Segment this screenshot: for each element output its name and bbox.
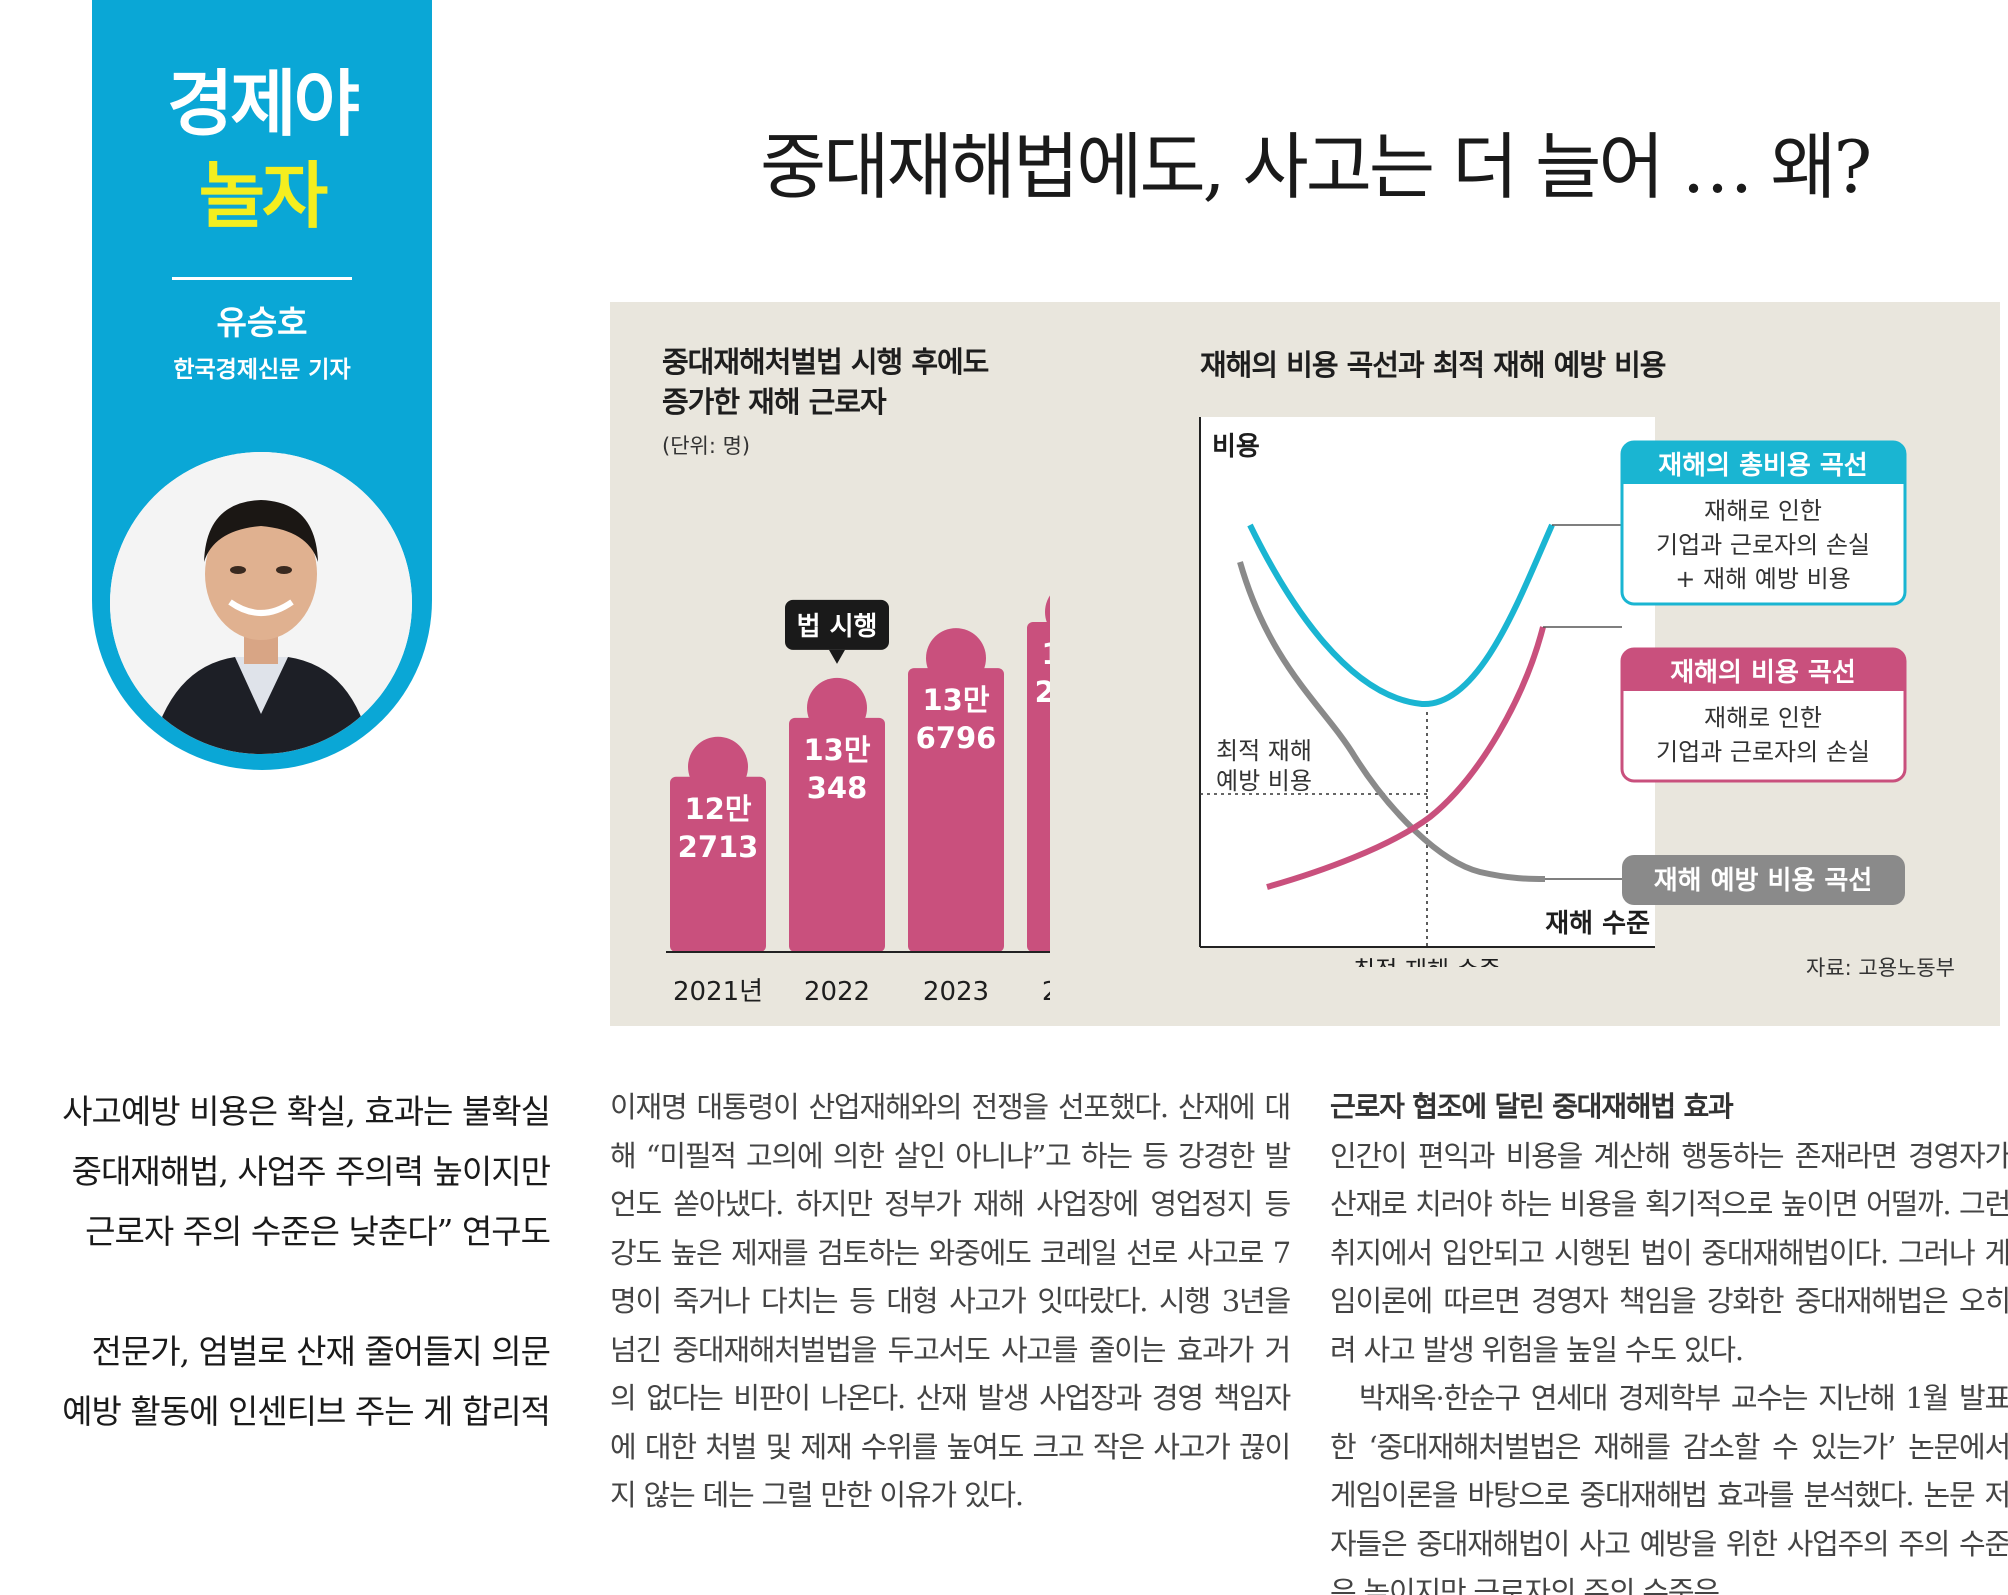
column-title-line1: 경제야 [167, 62, 360, 146]
author-portrait-illustration [110, 452, 412, 754]
deck-line-3: 근로자 주의 수준은 낮춘다” 연구도 [85, 1212, 551, 1251]
legend-prevention-title: 재해 예방 비용 곡선 [1654, 866, 1873, 896]
deck-line-5: 예방 활동에 인센티브 주는 게 합리적 [62, 1392, 551, 1431]
deck-line-1: 사고예방 비용은 확실, 효과는 불확실 [62, 1092, 551, 1131]
author-role: 한국경제신문 기자 [173, 357, 351, 383]
law-callout-pointer [829, 649, 845, 664]
legend-total-cost: 재해의 총비용 곡선 재해로 인한 기업과 근로자의 손실 + 재해 예방 비용 [1620, 440, 1907, 606]
bar-2021년 [670, 776, 766, 952]
bar-value-label-2022-0: 13만 [803, 733, 870, 767]
bar-2023 [908, 668, 1004, 952]
bar-2024 [1027, 622, 1050, 952]
bar-chart-unit: (단위: 명) [662, 434, 751, 458]
prevention-cost-curve [1237, 561, 1546, 882]
body-column-2: 근로자 협조에 달린 중대재해법 효과 인간이 편익과 비용을 계산해 행동하는… [1330, 1083, 2008, 1595]
body-subhead: 근로자 협조에 달린 중대재해법 효과 [1330, 1090, 1734, 1123]
body-paragraph-1: 인간이 편익과 비용을 계산해 행동하는 존재라면 경영자가 산재로 치러야 하… [1330, 1138, 2008, 1367]
x-tick-label-2023: 2023 [923, 977, 989, 1007]
x-tick-label-2022: 2022 [804, 977, 870, 1007]
curve-chart-title: 재해의 비용 곡선과 최적 재해 예방 비용 [1200, 348, 1666, 382]
bar-value-label-2021년-1: 2713 [678, 830, 759, 864]
column-title-line2: 놀자 [198, 154, 328, 238]
law-callout-box [785, 599, 889, 650]
accident-cost-curve [1266, 626, 1546, 890]
curve-chart: 비용 재해 수준 최적 재해 예방 비용 최적 재해 수준 재해의 총비용 곡선… [1199, 417, 1907, 967]
bar-head-2022 [807, 677, 867, 738]
bar-chart-title: 중대재해처벌법 시행 후에도 증가한 재해 근로자 [662, 342, 989, 422]
deck-line-2: 중대재해법, 사업주 주의력 높이지만 [71, 1152, 551, 1191]
bar-head-2021년 [688, 736, 748, 797]
legend-accident-desc1: 재해로 인한 [1704, 704, 1822, 732]
column-divider [172, 277, 352, 280]
optimum-cost-label-line1: 최적 재해 [1216, 737, 1312, 765]
headline: 중대재해법에도, 사고는 더 늘어 … 왜? [760, 125, 1872, 209]
bar-head-2024 [1045, 595, 1050, 629]
bar-value-label-2023-1: 6796 [916, 721, 997, 755]
optimum-cost-label-line2: 예방 비용 [1216, 767, 1312, 795]
bar-chart: 12만 2713 2021년 13만 348 2022 법 시행 13만 6796 2023 14만… [666, 595, 1050, 1007]
legend-total-desc3: + 재해 예방 비용 [1675, 565, 1850, 593]
legend-total-desc2: 기업과 근로자의 손실 [1656, 531, 1870, 559]
x-tick-label-2021년: 2021년 [673, 977, 763, 1007]
author-photo [110, 452, 412, 754]
bar-value-label-2021년-0: 12만 [684, 792, 751, 826]
legend-total-title: 재해의 총비용 곡선 [1658, 451, 1867, 481]
author-name: 유승호 [216, 303, 308, 342]
body-column-1: 이재명 대통령이 산업재해와의 전쟁을 선포했다. 산재에 대해 “미필적 고의… [610, 1090, 1291, 1512]
x-axis-label: 재해 수준 [1545, 909, 1650, 939]
plot-area [1200, 417, 1655, 947]
law-callout-text: 법 시행 [797, 612, 878, 642]
bar-value-label-2022-1: 348 [807, 771, 868, 805]
y-axis-label: 비용 [1212, 432, 1260, 462]
legend-total-desc1: 재해로 인한 [1704, 497, 1822, 525]
total-cost-curve [1247, 523, 1555, 708]
bar-chart-title-line2: 증가한 재해 근로자 [662, 385, 887, 419]
legend-accident-title: 재해의 비용 곡선 [1670, 658, 1856, 688]
optimum-level-label: 최적 재해 수준 [1353, 956, 1501, 967]
legend-prevention-cost: 재해 예방 비용 곡선 [1622, 855, 1905, 905]
bar-value-label-2024-0: 14만 [1041, 637, 1050, 671]
x-tick-label-2024: 2024 [1042, 977, 1050, 1007]
infographic-panel: 중대재해처벌법 시행 후에도 증가한 재해 근로자 (단위: 명) 12만 271… [610, 302, 2000, 1026]
bar-value-label-2023-0: 13만 [922, 683, 989, 717]
bar-value-label-2024-1: 2771 [1035, 675, 1050, 709]
bar-chart-title-line1: 중대재해처벌법 시행 후에도 [662, 345, 989, 379]
body-paragraph-2: 박재옥·한순구 연세대 경제학부 교수는 지난해 1월 발표한 ‘중대재해처벌법… [1330, 1381, 2008, 1595]
bar-head-2023 [926, 628, 986, 689]
column-banner: 경제야 놀자 유승호 한국경제신문 기자 [92, 0, 432, 770]
source-note: 자료: 고용노동부 [1806, 956, 1955, 980]
deck-line-4: 전문가, 엄벌로 산재 줄어들지 의문 [91, 1332, 552, 1371]
legend-accident-cost: 재해의 비용 곡선 재해로 인한 기업과 근로자의 손실 [1620, 647, 1907, 783]
bar-2022 [789, 717, 885, 952]
legend-accident-desc2: 기업과 근로자의 손실 [1656, 738, 1870, 766]
